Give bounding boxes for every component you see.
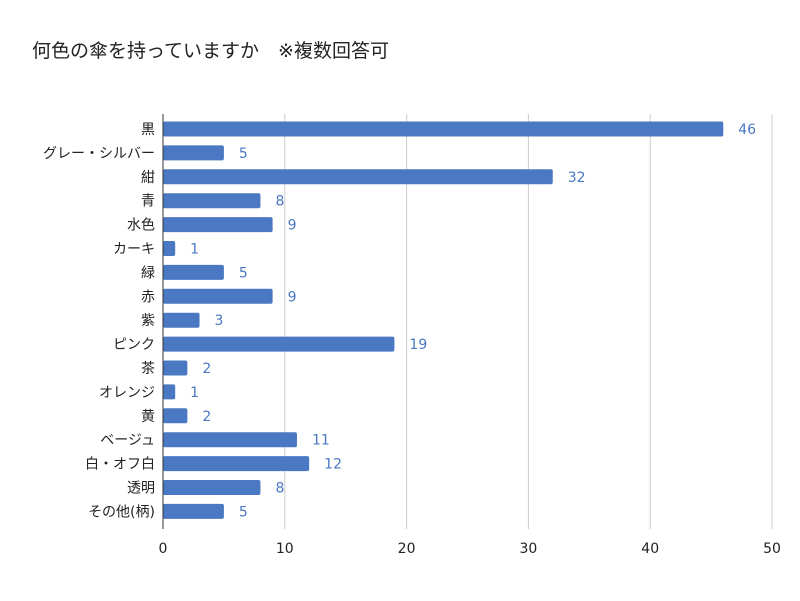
x-tick-label: 30: [519, 541, 537, 557]
x-tick-label: 40: [641, 541, 659, 557]
bar: [163, 241, 176, 256]
bar: [163, 503, 224, 519]
value-label: 12: [324, 457, 342, 473]
value-label: 2: [202, 361, 211, 377]
category-label: オレンジ: [99, 385, 155, 401]
bar: [163, 217, 273, 233]
category-label: ベージュ: [100, 433, 155, 449]
category-label: 黄: [141, 408, 155, 425]
category-label: 黒: [141, 122, 155, 138]
category-label: 紺: [141, 170, 155, 186]
value-label: 9: [288, 218, 297, 234]
bar: [163, 408, 188, 424]
bar: [163, 121, 724, 137]
value-label: 11: [312, 433, 330, 449]
value-label: 1: [190, 242, 199, 258]
value-label: 46: [738, 122, 756, 138]
bar: [163, 288, 273, 304]
bar: [163, 145, 224, 161]
bars: [163, 121, 724, 519]
bar: [163, 360, 188, 376]
value-label: 19: [409, 337, 427, 353]
value-label: 1: [190, 385, 199, 401]
bar: [163, 193, 261, 209]
value-label: 5: [239, 504, 248, 520]
bar: [163, 456, 310, 472]
chart-title: 何色の傘を持っていますか ※複数回答可: [32, 40, 389, 62]
bar: [163, 480, 261, 495]
category-label: 白・オフ白: [85, 457, 155, 473]
value-label: 8: [275, 194, 284, 210]
bar: [163, 432, 297, 448]
category-label: 透明: [127, 481, 155, 497]
category-label: 緑: [141, 265, 155, 281]
x-tick-label: 20: [398, 541, 416, 557]
value-label: 5: [239, 146, 248, 162]
value-label: 8: [275, 481, 284, 497]
bar: [163, 169, 553, 185]
category-label: カーキ: [113, 242, 155, 258]
x-tick-label: 50: [763, 541, 781, 557]
category-labels: 黒グレー・シルバー紺青水色カーキ緑赤紫ピンク茶オレンジ黄ベージュ白・オフ白透明そ…: [43, 122, 155, 520]
bar: [163, 312, 200, 328]
category-label: グレー・シルバー: [43, 146, 155, 162]
value-label: 3: [215, 313, 224, 329]
value-label: 5: [239, 265, 248, 281]
value-label: 32: [568, 170, 586, 186]
value-label: 9: [288, 289, 297, 305]
x-tick-label: 0: [159, 541, 168, 557]
bar: [163, 336, 395, 352]
x-tick-label: 10: [276, 541, 294, 557]
category-label: 青: [141, 194, 155, 210]
x-axis-ticks: 0 10 20 30 40 50: [159, 541, 781, 557]
category-label: 赤: [141, 289, 155, 305]
bar: [163, 384, 176, 400]
category-label: 茶: [141, 361, 155, 377]
category-label: 水色: [127, 217, 155, 234]
bar: [163, 264, 224, 280]
category-label: ピンク: [113, 337, 155, 353]
category-label: 紫: [141, 313, 155, 329]
value-label: 2: [202, 409, 211, 425]
category-label: その他(柄): [88, 504, 155, 520]
